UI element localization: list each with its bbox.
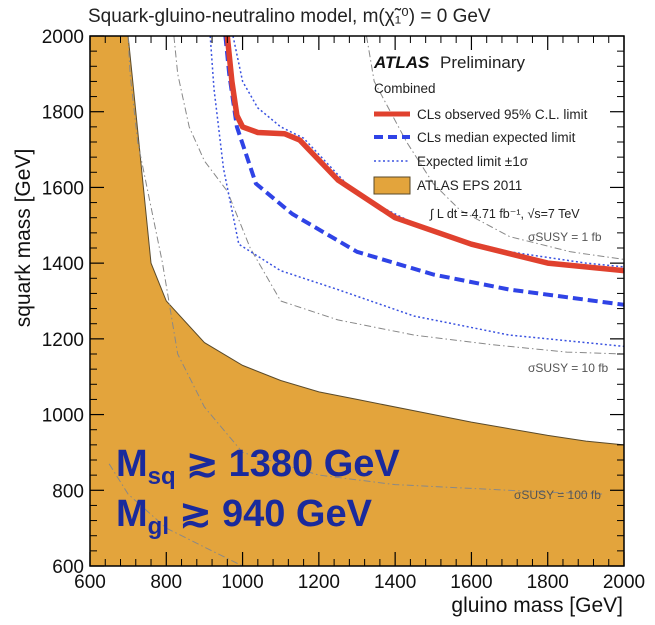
x-tick-label: 1400 xyxy=(374,572,416,593)
msq-sub: sq xyxy=(148,463,176,490)
legend-expected: CLs median expected limit xyxy=(417,130,576,145)
x-tick-label: 800 xyxy=(150,572,182,593)
series-line-expected-limit-1- xyxy=(209,36,624,348)
xsec-label-1fb: σSUSY = 1 fb xyxy=(528,230,602,244)
series-line--susy-100-fb-lower- xyxy=(108,463,243,566)
legend-preliminary: Preliminary xyxy=(440,53,526,72)
mgl-main: M xyxy=(116,493,148,535)
legend-eps-swatch xyxy=(373,176,411,195)
y-tick-label: 1400 xyxy=(42,254,84,275)
series-line-cls-observed-95-c-l-limit xyxy=(224,36,624,274)
y-tick-label: 1200 xyxy=(42,330,84,351)
x-tick-label: 1200 xyxy=(298,572,340,593)
mgl-sub: gl xyxy=(148,513,169,540)
y-tick-label: 600 xyxy=(52,557,84,578)
legend-band: Expected limit ±1σ xyxy=(417,154,529,169)
y-tick-label: 1800 xyxy=(42,103,84,124)
y-tick-label: 1600 xyxy=(42,178,84,199)
x-tick-label: 1800 xyxy=(527,572,569,593)
y-axis-label: squark mass [GeV] xyxy=(12,149,35,328)
y-tick-label: 1000 xyxy=(42,406,84,427)
x-tick-label: 1600 xyxy=(450,572,492,593)
msq-limit-text: Msq ≳ 1380 GeV xyxy=(116,443,400,490)
legend-observed: CLs observed 95% C.L. limit xyxy=(417,107,588,122)
legend-atlas: ATLAS xyxy=(373,53,430,72)
eps-excluded-region xyxy=(90,36,624,566)
x-tick-label: 2000 xyxy=(603,572,645,593)
msq-value: ≳ 1380 GeV xyxy=(176,443,401,485)
mgl-limit-text: Mgl ≳ 940 GeV xyxy=(116,493,373,540)
series-line--susy-10-fb xyxy=(173,36,624,355)
series-line--susy-100-fb xyxy=(127,36,605,495)
legend: ATLAS Preliminary Combined CLs observed … xyxy=(373,53,588,221)
legend-header: Combined xyxy=(374,81,436,96)
xsec-label-100fb: σSUSY = 100 fb xyxy=(514,488,601,502)
x-tick-label: 1000 xyxy=(221,572,263,593)
mgl-value: ≳ 940 GeV xyxy=(169,493,373,535)
series-line--susy-1-fb xyxy=(366,36,624,260)
msq-main: M xyxy=(116,443,148,485)
y-tick-label: 2000 xyxy=(42,27,84,48)
mass-limit-annotation: Msq ≳ 1380 GeV Mgl ≳ 940 GeV xyxy=(116,443,400,540)
y-tick-label: 800 xyxy=(52,481,84,502)
chart-title: Squark-gluino-neutralino model, m(χ̃₁⁰) … xyxy=(88,6,491,27)
series-line-expected-limit-1- xyxy=(232,36,624,268)
plot-frame xyxy=(89,35,625,567)
xsec-label-10fb: σSUSY = 10 fb xyxy=(528,361,609,375)
x-axis-label: gluino mass [GeV] xyxy=(451,594,623,617)
legend-lumi: ∫ L dt = 4.71 fb⁻¹, √s=7 TeV xyxy=(429,207,580,221)
x-tick-label: 600 xyxy=(74,572,106,593)
legend-eps: ATLAS EPS 2011 xyxy=(417,178,522,193)
